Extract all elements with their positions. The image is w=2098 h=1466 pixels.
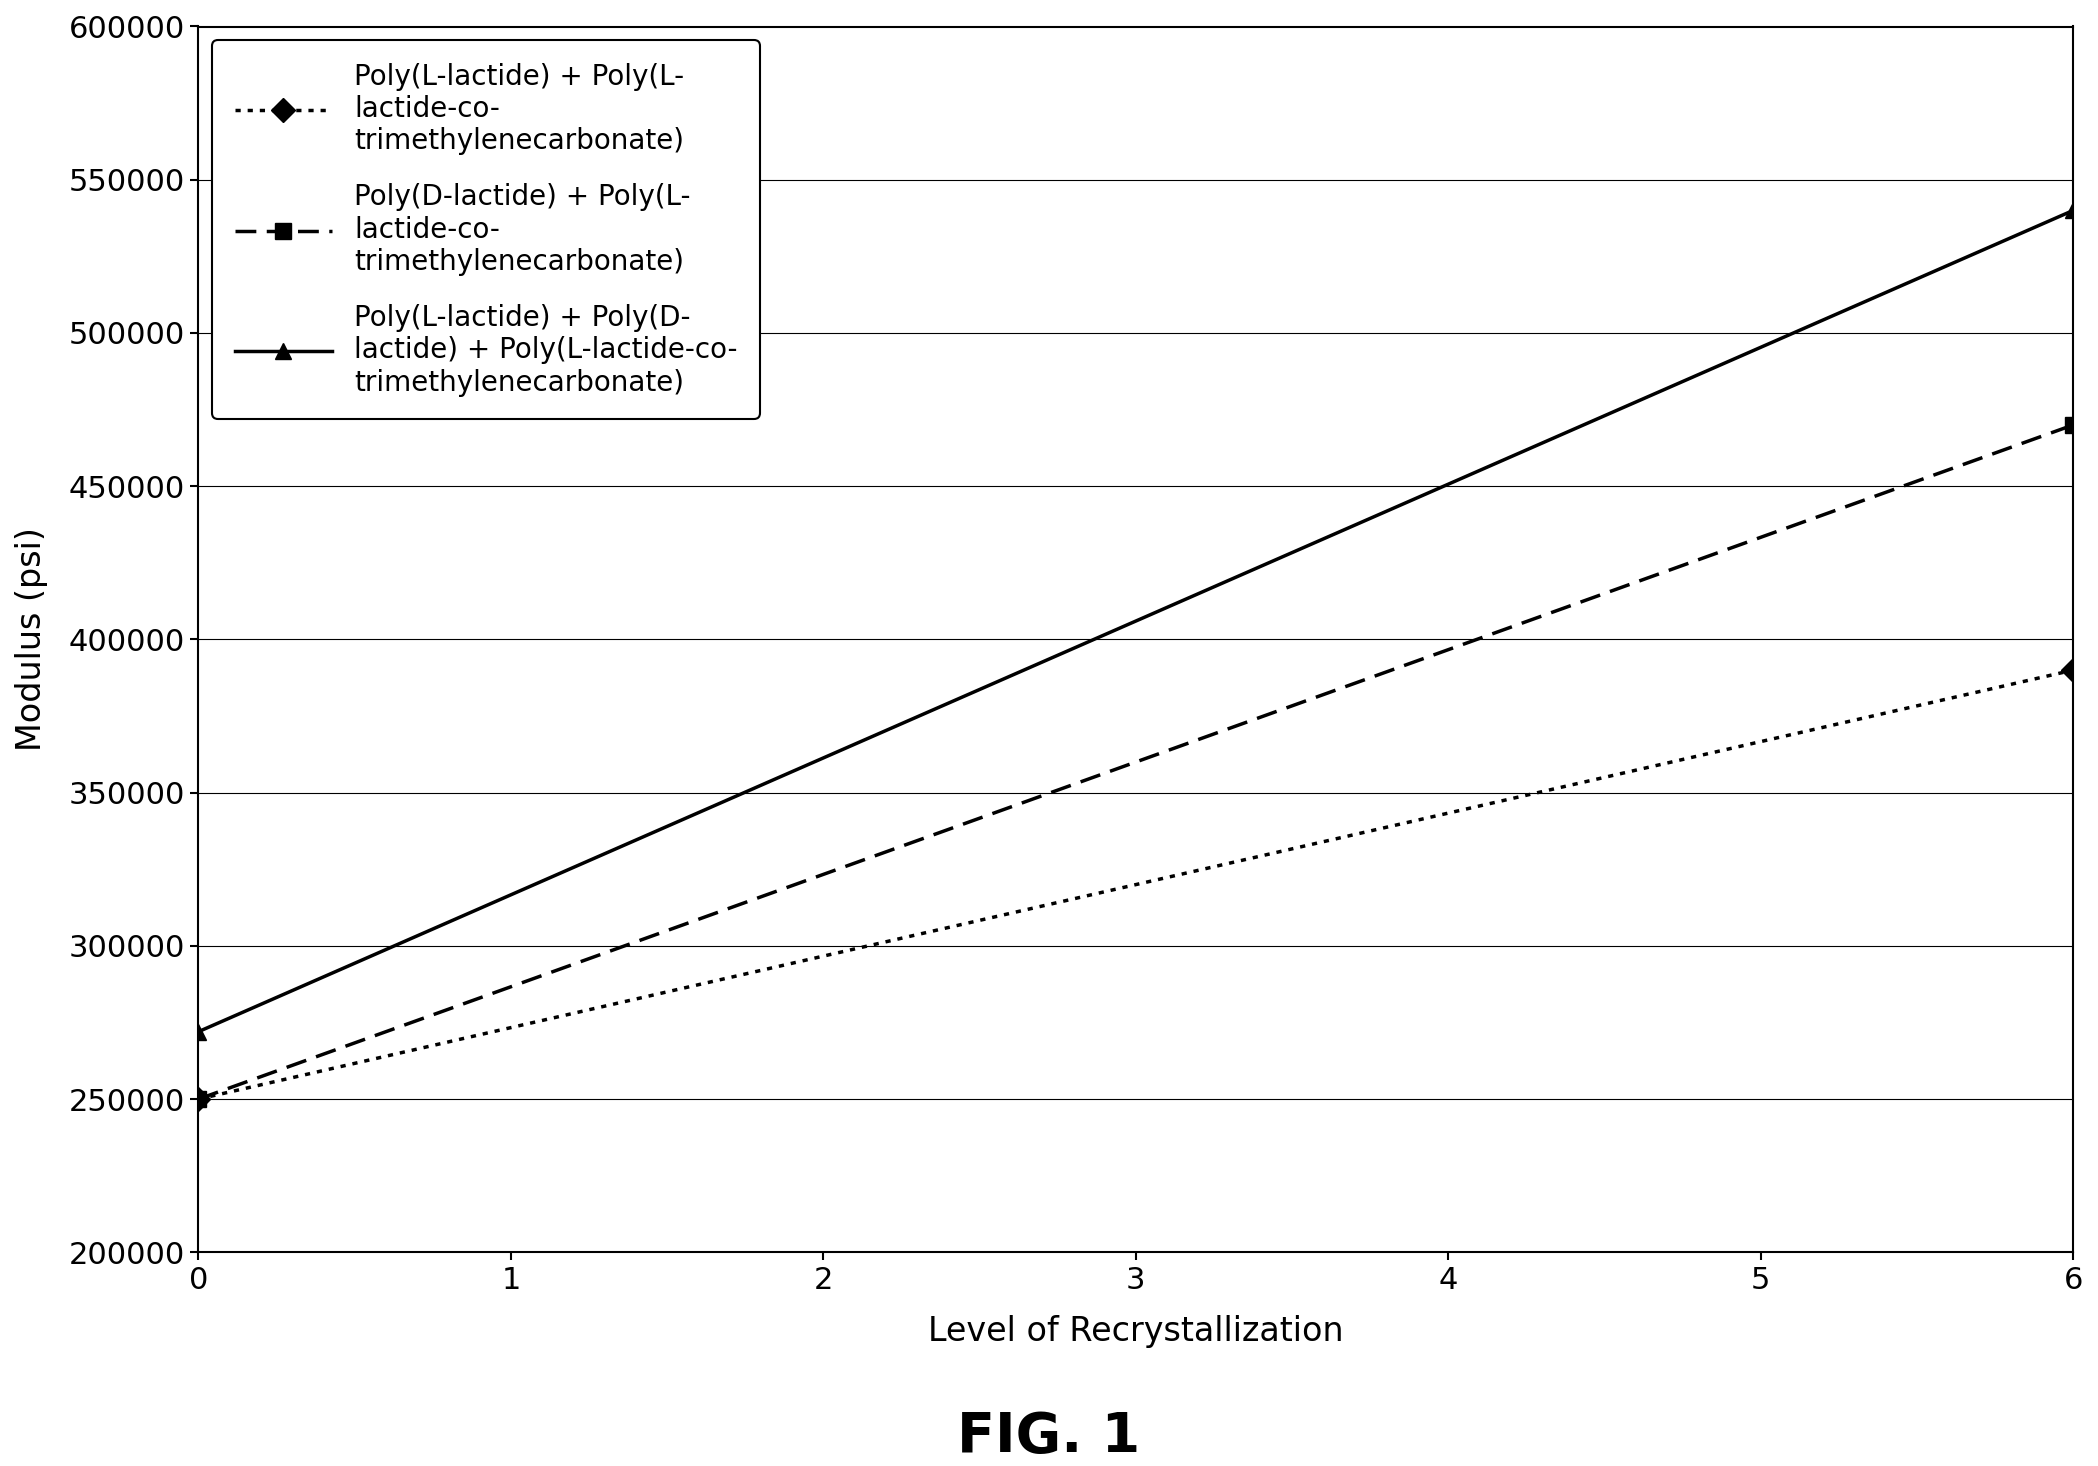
Legend: Poly(L-lactide) + Poly(L-
lactide-co-
trimethylenecarbonate), Poly(D-lactide) + : Poly(L-lactide) + Poly(L- lactide-co- tr… [212,41,759,419]
Y-axis label: Modulus (psi): Modulus (psi) [15,528,48,752]
Text: FIG. 1: FIG. 1 [957,1410,1141,1463]
X-axis label: Level of Recrystallization: Level of Recrystallization [927,1315,1343,1349]
